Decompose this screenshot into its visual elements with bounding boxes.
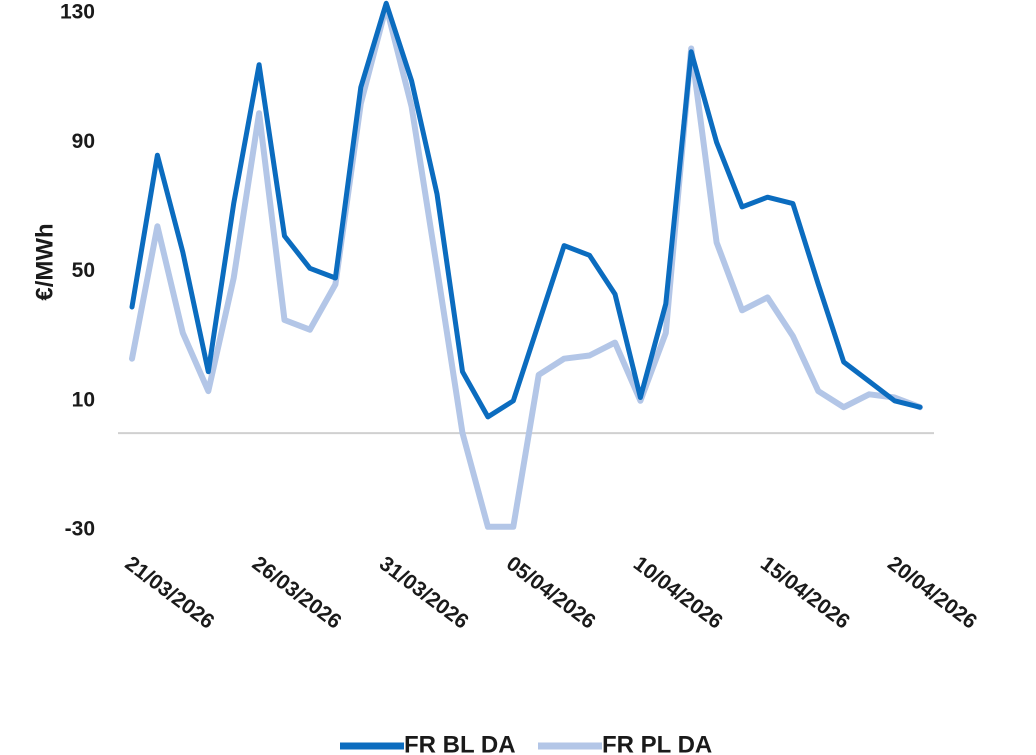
x-tick-label: 26/03/2026 — [248, 552, 346, 634]
series-line-fr-bl-da — [129, 0, 923, 420]
y-axis-label: €/MWh — [31, 223, 58, 300]
series-line-fr-pl-da — [129, 3, 923, 530]
y-axis-tick-labels: -30 10 50 90 130 — [60, 1, 95, 541]
y-tick-label: 130 — [60, 1, 95, 24]
y-tick-label: 90 — [72, 130, 95, 153]
y-tick-label: 50 — [72, 259, 95, 282]
x-tick-label: 20/04/2026 — [883, 552, 981, 634]
y-tick-label: 10 — [72, 388, 95, 411]
y-tick-label: -30 — [65, 518, 95, 541]
x-tick-label: 31/03/2026 — [375, 552, 473, 634]
series-lines — [129, 0, 923, 530]
legend: FR BL DA FR PL DA — [340, 731, 712, 755]
x-tick-label: 21/03/2026 — [121, 552, 219, 634]
x-tick-label: 05/04/2026 — [502, 552, 600, 634]
x-tick-label: 15/04/2026 — [756, 552, 854, 634]
legend-label-fr-bl-da: FR BL DA — [404, 731, 516, 755]
x-axis-tick-labels: 21/03/2026 26/03/2026 31/03/2026 05/04/2026… — [121, 552, 981, 634]
x-tick-label: 10/04/2026 — [629, 552, 727, 634]
legend-label-fr-pl-da: FR PL DA — [602, 731, 712, 755]
